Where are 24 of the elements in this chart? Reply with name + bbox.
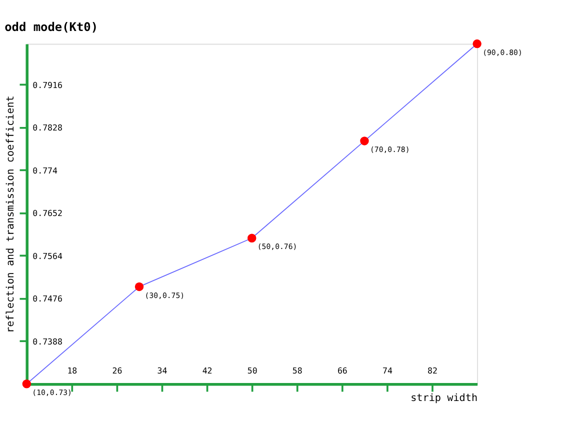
data-label: (30,0.75) (144, 290, 185, 300)
y-tick-label: 0.7828 (32, 122, 63, 133)
x-tick-label: 66 (337, 365, 348, 376)
y-axis-title: reflection and transmission coefficient (5, 96, 16, 333)
chart-title: odd mode(Kt0) (4, 20, 98, 34)
y-tick-label: 0.774 (32, 165, 58, 176)
y-tick-label: 0.7564 (32, 250, 63, 261)
x-tick-label: 26 (112, 365, 122, 376)
data-label: (50,0.76) (257, 242, 298, 252)
x-tick-label: 82 (428, 365, 438, 376)
x-axis-title: strip width (410, 392, 478, 404)
data-label: (70,0.78) (370, 144, 410, 154)
x-tick-label: 34 (157, 365, 168, 376)
x-tick-label: 18 (67, 365, 78, 376)
x-tick-label: 50 (247, 365, 258, 376)
x-tick-label: 74 (382, 365, 392, 376)
x-tick-label: 42 (202, 365, 212, 376)
y-tick-label: 0.7388 (32, 336, 63, 346)
data-label: (10,0.73) (32, 388, 72, 397)
data-label: (90,0.80) (482, 48, 522, 57)
y-tick-label: 0.7652 (32, 208, 63, 218)
x-tick-label: 58 (292, 365, 302, 376)
y-tick-label: 0.7916 (32, 80, 63, 90)
y-tick-label: 0.7476 (32, 294, 63, 304)
